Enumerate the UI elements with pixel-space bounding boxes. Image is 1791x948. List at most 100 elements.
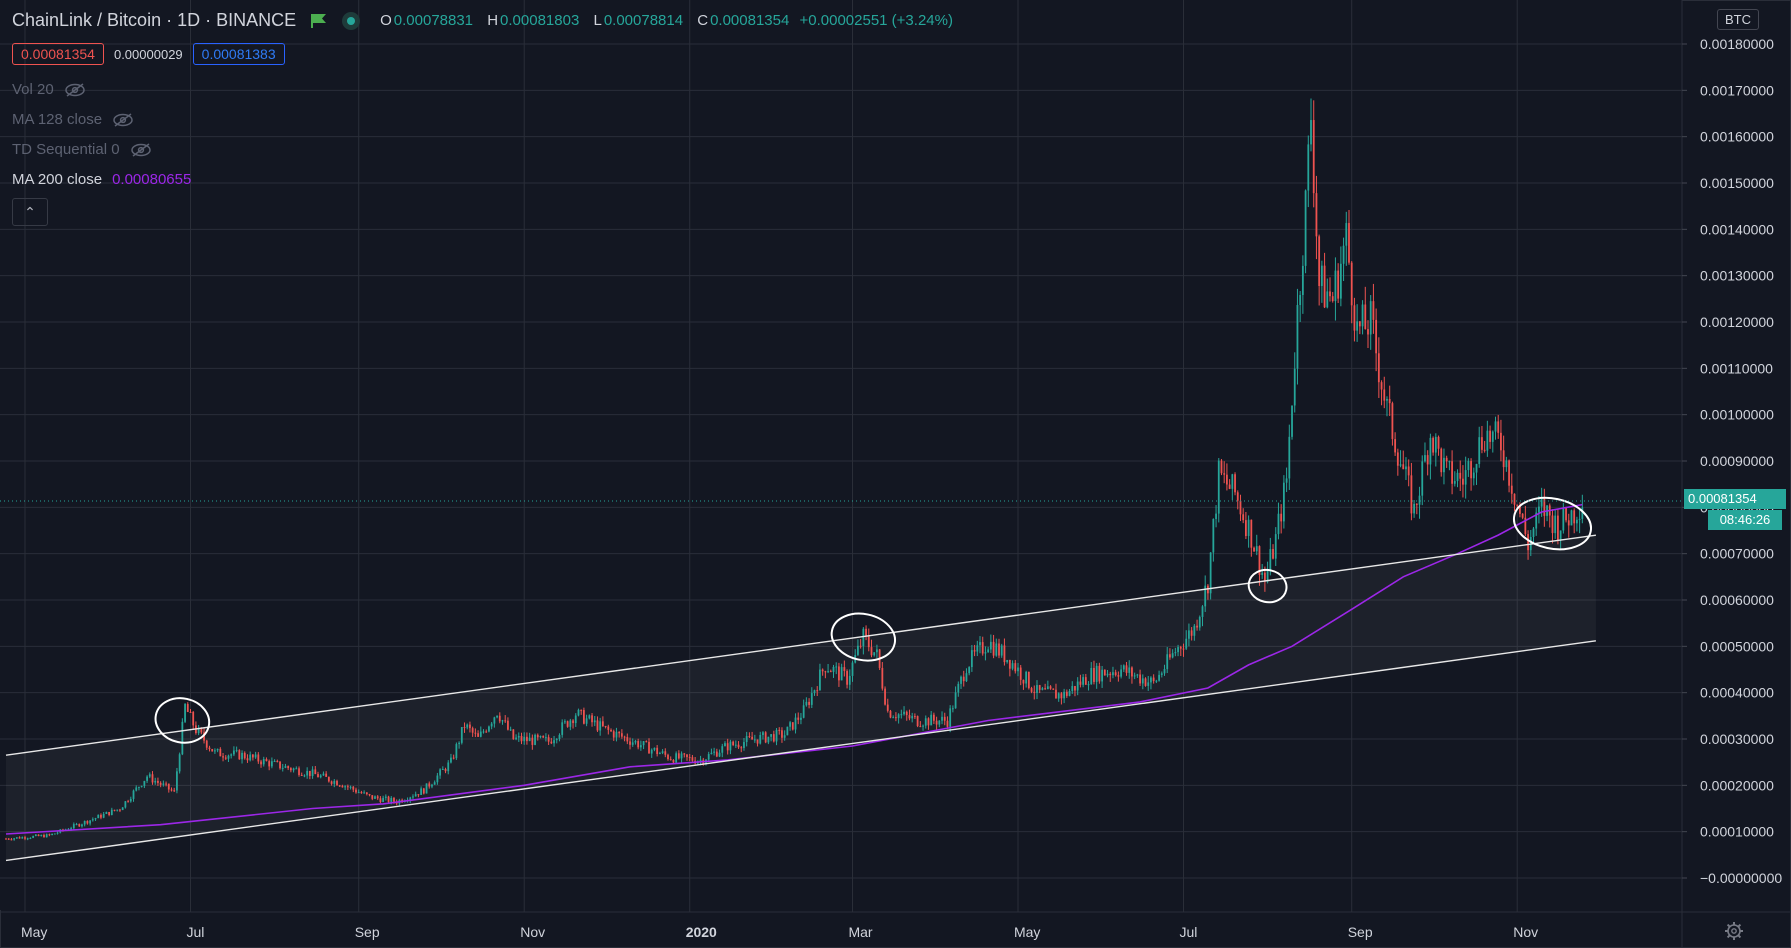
x-tick-label: Nov: [520, 924, 545, 940]
candle-body: [1220, 460, 1223, 474]
candle-body: [748, 736, 751, 738]
indicator-vol-20[interactable]: Vol 20: [12, 81, 86, 98]
candle-body: [1228, 484, 1231, 489]
candle-body: [444, 769, 447, 772]
candle-body: [992, 641, 995, 656]
candle-body: [542, 735, 545, 738]
time-axis[interactable]: May Jul Sep Nov 2020 Mar May Jul Sep Nov: [21, 924, 1538, 940]
bid-price-button[interactable]: 0.00081354: [12, 43, 104, 65]
candle-body: [957, 683, 960, 693]
candle-body: [610, 729, 612, 732]
candle-body: [976, 645, 979, 652]
candle-body: [1076, 681, 1079, 691]
candle-body: [192, 711, 195, 726]
candle-body: [1483, 449, 1486, 451]
flag-icon[interactable]: [310, 13, 328, 29]
symbol-title[interactable]: ChainLink / Bitcoin · 1D · BINANCE: [12, 10, 297, 30]
y-tick-label: 0.00020000: [1700, 777, 1774, 793]
candle-body: [675, 753, 678, 763]
channel-fill: [6, 535, 1596, 861]
candle-body: [433, 782, 436, 785]
candle-body: [903, 711, 905, 715]
candle-body: [1516, 504, 1519, 506]
price-axis[interactable]: 0.00180000 0.00170000 0.00160000 0.00150000…: [1682, 36, 1782, 886]
indicator-td-sequential[interactable]: TD Sequential 0: [12, 141, 152, 158]
candle-body: [1565, 507, 1567, 521]
x-tick-label: May: [1014, 924, 1040, 940]
currency-badge[interactable]: BTC: [1717, 9, 1759, 30]
candle-body: [1304, 190, 1307, 266]
candle-body: [143, 780, 146, 786]
candle-body: [631, 742, 634, 745]
collapse-legend-button[interactable]: ⌃: [12, 198, 48, 226]
settings-gear-icon[interactable]: [1725, 922, 1743, 940]
candle-body: [672, 759, 675, 763]
candle-body: [520, 735, 523, 742]
candle-body: [441, 769, 444, 771]
indicator-ma-200[interactable]: MA 200 close 0.00080655: [12, 171, 191, 188]
candle-body: [1065, 691, 1068, 696]
candle-body: [1402, 464, 1405, 470]
candle-body: [1074, 686, 1076, 691]
candle-body: [1030, 688, 1033, 692]
chevron-up-icon: ⌃: [24, 203, 36, 220]
candle-body: [859, 645, 862, 647]
candle-body: [870, 647, 873, 656]
candle-body: [466, 724, 469, 728]
candle-body: [1339, 263, 1342, 299]
candle-body: [262, 759, 265, 765]
candle-body: [979, 642, 981, 646]
candle-body: [1141, 678, 1144, 684]
candle-body: [813, 690, 816, 694]
eye-off-icon[interactable]: [64, 82, 86, 97]
candle-body: [588, 715, 591, 719]
candle-body: [623, 736, 626, 738]
low-value: 0.00078814: [603, 12, 684, 29]
candle-body: [1109, 673, 1112, 676]
candle-body: [1426, 455, 1429, 465]
candle-body: [1098, 665, 1101, 682]
candle-body: [1006, 659, 1009, 663]
candle-body: [512, 729, 515, 740]
candle-body: [325, 773, 328, 777]
candle-body: [1453, 481, 1456, 484]
candle-body: [1188, 630, 1190, 639]
candle-body: [279, 761, 281, 769]
x-tick-label: May: [21, 924, 47, 940]
candle-body: [1445, 457, 1448, 462]
candle-body: [1084, 677, 1087, 685]
change-value: +0.00002551 (+3.24%): [799, 12, 953, 29]
candle-body: [580, 709, 583, 711]
candle-body: [81, 824, 83, 827]
candle-body: [78, 824, 81, 827]
x-tick-label: Sep: [355, 924, 380, 940]
grid: [0, 0, 1682, 912]
indicator-ma-128[interactable]: MA 128 close: [12, 111, 134, 128]
candle-body: [943, 716, 946, 721]
ask-price-button[interactable]: 0.00081383: [192, 43, 285, 65]
candle-body: [800, 717, 802, 720]
candle-body: [493, 717, 496, 724]
candle-body: [1405, 466, 1407, 470]
eye-off-icon[interactable]: [112, 112, 134, 127]
candle-body: [1481, 437, 1483, 450]
candle-body: [1323, 265, 1326, 308]
candle-body: [119, 809, 121, 811]
candle-body: [1288, 436, 1291, 479]
candle-body: [34, 834, 37, 836]
candle-body: [86, 821, 89, 824]
candle-body: [428, 783, 431, 787]
candle-body: [1095, 665, 1098, 682]
candle-body: [10, 839, 13, 841]
candle-body: [91, 819, 94, 821]
eye-off-icon[interactable]: [130, 142, 152, 157]
plot-area[interactable]: [0, 0, 1682, 910]
candle-body: [214, 750, 216, 752]
candle-body: [876, 649, 878, 653]
candle-body: [1112, 672, 1114, 676]
candle-body: [1505, 460, 1508, 468]
candle-countdown: 08:46:26: [1708, 510, 1782, 530]
candle-body: [1475, 463, 1478, 473]
candle-body: [642, 741, 645, 746]
